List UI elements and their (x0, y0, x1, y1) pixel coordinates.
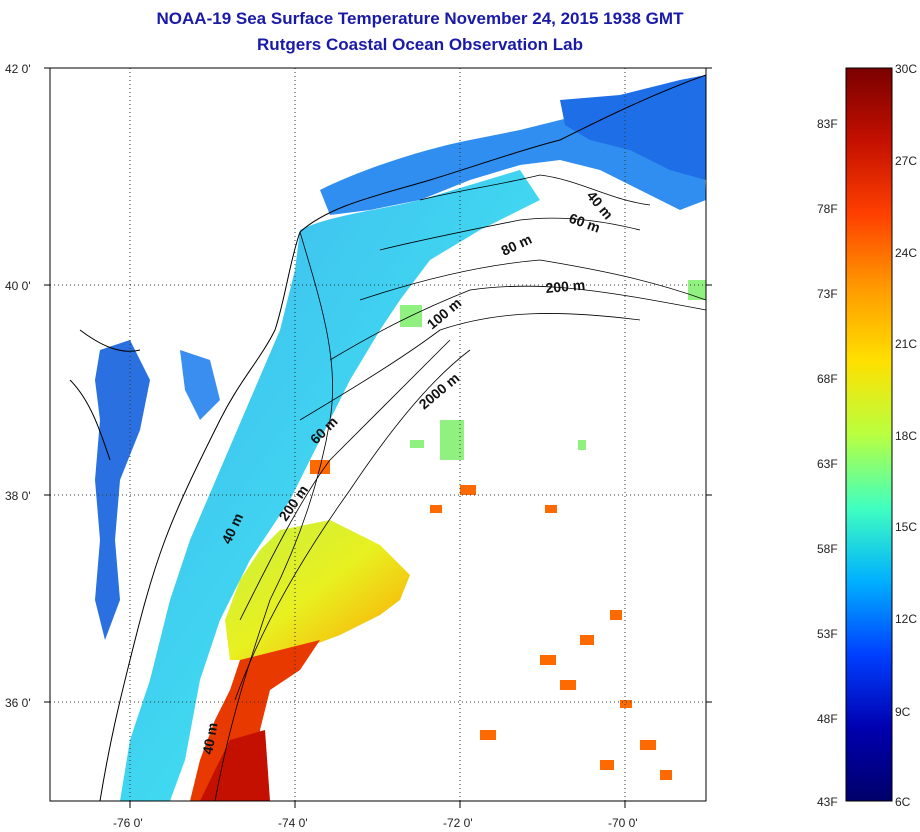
cbar-f-58: 58F (817, 542, 838, 556)
cbar-f-83: 83F (817, 117, 838, 131)
lat-label-40: 40 0' (5, 279, 31, 293)
coastline (69, 74, 706, 801)
cbar-c-27: 27C (895, 154, 917, 168)
cbar-c-6: 6C (895, 795, 911, 809)
cbar-c-9: 9C (895, 705, 911, 719)
cbar-c-24: 24C (895, 246, 917, 260)
map-subtitle: Rutgers Coastal Ocean Observation Lab (257, 35, 583, 54)
cbar-f-73: 73F (817, 287, 838, 301)
lon-label-76: -76 0' (113, 816, 143, 830)
map-area (50, 68, 706, 801)
warm-water-mass (225, 520, 410, 660)
contour-label-200m-north: 200 m (545, 277, 586, 296)
lon-label-74: -74 0' (278, 816, 308, 830)
lon-label-70: -70 0' (608, 816, 638, 830)
chesapeake-bay (95, 340, 150, 640)
lat-label-42: 42 0' (5, 62, 31, 76)
scattered-warm-patches (310, 460, 672, 780)
cbar-f-78: 78F (817, 202, 838, 216)
cbar-c-30: 30C (895, 62, 917, 76)
cbar-f-53: 53F (817, 627, 838, 641)
depth-contours (214, 174, 706, 801)
contour-label-40m-south: 40 m (199, 721, 220, 755)
map-border (49, 67, 707, 802)
cbar-c-21: 21C (895, 337, 917, 351)
delaware-bay (180, 350, 220, 420)
lat-label-36: 36 0' (5, 696, 31, 710)
cbar-f-43: 43F (817, 795, 838, 809)
colorbar-fahrenheit-labels: 83F 78F 73F 68F 63F 58F 53F 48F 43F (817, 117, 838, 809)
colorbar-celsius-labels: 30C 27C 24C 21C 18C 15C 12C 9C 6C (895, 62, 917, 809)
shelf-water (120, 170, 540, 801)
map-title: NOAA-19 Sea Surface Temperature November… (156, 9, 684, 28)
gulf-of-maine-blue (560, 75, 706, 180)
cbar-f-68: 68F (817, 372, 838, 386)
lon-label-72: -72 0' (443, 816, 473, 830)
hot-core (200, 730, 270, 801)
axis-ticks (44, 67, 712, 808)
map-grid (50, 68, 706, 801)
cbar-f-48: 48F (817, 712, 838, 726)
cbar-c-15: 15C (895, 520, 917, 534)
cbar-c-12: 12C (895, 612, 917, 626)
cbar-c-18: 18C (895, 429, 917, 443)
lat-label-38: 38 0' (5, 489, 31, 503)
colorbar (845, 67, 893, 802)
cbar-f-63: 63F (817, 457, 838, 471)
